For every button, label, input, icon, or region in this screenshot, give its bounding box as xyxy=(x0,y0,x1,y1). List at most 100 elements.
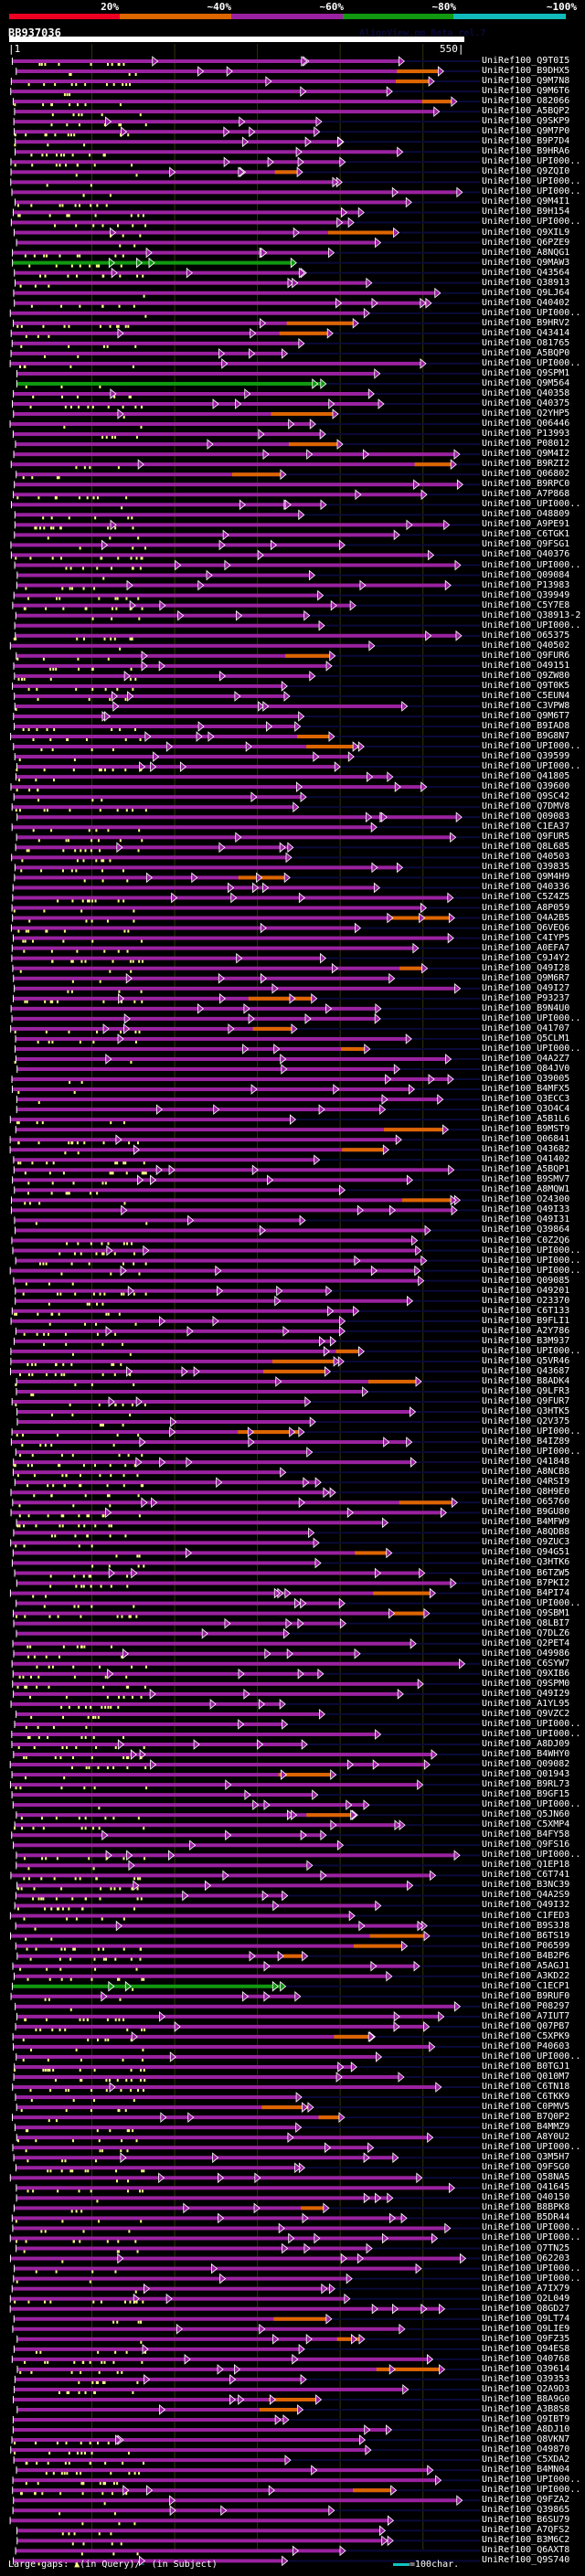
hit-label[interactable]: UniRef100_Q9LFR3 xyxy=(482,1385,570,1396)
hit-label[interactable]: UniRef100_B6TZW5 xyxy=(482,1567,570,1578)
hit-label[interactable]: UniRef100_B0TGJ1 xyxy=(482,2061,570,2072)
hit-label[interactable]: UniRef100_Q9XIL9 xyxy=(482,227,570,238)
hit-label[interactable]: UniRef100_Q39599 xyxy=(482,751,570,762)
hit-label[interactable]: UniRef100_Q39353 xyxy=(482,2373,570,2384)
hit-label[interactable]: UniRef100_Q8VKN7 xyxy=(482,2434,570,2445)
hit-label[interactable]: UniRef100_A8DJ09 xyxy=(482,1739,570,1749)
hit-label[interactable]: UniRef100_A5AGJ1 xyxy=(482,1960,570,1971)
hit-label[interactable]: UniRef100_UPI000.. xyxy=(482,2232,581,2243)
hit-label[interactable]: UniRef100_Q9M4I2 xyxy=(482,449,570,460)
hit-label[interactable]: UniRef100_B3M6C2 xyxy=(482,2535,570,2546)
hit-label[interactable]: UniRef100_Q3HTK5 xyxy=(482,1406,570,1417)
hit-label[interactable]: UniRef100_Q9M4I1 xyxy=(482,196,570,207)
hit-label[interactable]: UniRef100_Q9LT74 xyxy=(482,2313,570,2324)
hit-label[interactable]: UniRef100_B3M937 xyxy=(482,1335,570,1346)
hit-label[interactable]: UniRef100_O49151 xyxy=(482,660,570,671)
hit-label[interactable]: UniRef100_Q4A2B5 xyxy=(482,912,570,923)
hit-label[interactable]: UniRef100_Q40503 xyxy=(482,852,570,863)
hit-label[interactable]: UniRef100_Q4RSI9 xyxy=(482,1477,570,1488)
hit-label[interactable]: UniRef100_A0EFA7 xyxy=(482,942,570,953)
hit-label[interactable]: UniRef100_UPI000.. xyxy=(482,2475,581,2486)
hit-label[interactable]: UniRef100_P06599 xyxy=(482,1940,570,1951)
hit-label[interactable]: UniRef100_B8A9G0 xyxy=(482,2393,570,2404)
hit-label[interactable]: UniRef100_B9FLI1 xyxy=(482,1315,570,1326)
hit-label[interactable]: UniRef100_UPI000.. xyxy=(482,2263,581,2274)
hit-label[interactable]: UniRef100_B5DR44 xyxy=(482,2212,570,2223)
hit-label[interactable]: UniRef100_Q9SPM0 xyxy=(482,1678,570,1689)
hit-label[interactable]: UniRef100_Q9SPM1 xyxy=(482,367,570,378)
hit-label[interactable]: UniRef100_A8P059 xyxy=(482,902,570,913)
hit-label[interactable]: UniRef100_Q2V375 xyxy=(482,1416,570,1427)
hit-label[interactable]: UniRef100_Q4A2S9 xyxy=(482,1890,570,1901)
hit-label[interactable]: UniRef100_A5B1L6 xyxy=(482,1114,570,1125)
hit-label[interactable]: UniRef100_Q41402 xyxy=(482,1154,570,1165)
hit-label[interactable]: UniRef100_Q9ZUC3 xyxy=(482,1537,570,1548)
hit-label[interactable]: UniRef100_Q40150 xyxy=(482,2192,570,2203)
hit-label[interactable]: UniRef100_A8QDB8 xyxy=(482,1527,570,1538)
hit-label[interactable]: UniRef100_O23370 xyxy=(482,1295,570,1306)
hit-label[interactable]: UniRef100_Q9M7N8 xyxy=(482,76,570,87)
hit-label[interactable]: UniRef100_Q49I32 xyxy=(482,1900,570,1911)
hit-label[interactable]: UniRef100_C4IYP5 xyxy=(482,932,570,943)
hit-label[interactable]: UniRef100_A8MQW1 xyxy=(482,1184,570,1195)
hit-label[interactable]: UniRef100_B9GF15 xyxy=(482,1789,570,1800)
hit-label[interactable]: UniRef100_Q01943 xyxy=(482,1769,570,1780)
hit-label[interactable]: UniRef100_B9IAD8 xyxy=(482,720,570,731)
hit-label[interactable]: UniRef100_UPI000.. xyxy=(482,176,581,187)
hit-label[interactable]: UniRef100_O82066 xyxy=(482,96,570,107)
hit-label[interactable]: UniRef100_A8NQG1 xyxy=(482,247,570,258)
hit-label[interactable]: UniRef100_Q6AXT8 xyxy=(482,2545,570,2556)
hit-label[interactable]: UniRef100_B4B2P6 xyxy=(482,1950,570,1961)
hit-label[interactable]: UniRef100_B7PKI2 xyxy=(482,1577,570,1588)
hit-label[interactable]: UniRef100_C6TKK9 xyxy=(482,2092,570,2103)
hit-label[interactable]: UniRef100_B4FY58 xyxy=(482,1829,570,1840)
hit-label[interactable]: UniRef100_Q3O4C4 xyxy=(482,1104,570,1115)
hit-label[interactable]: UniRef100_Q6PZE9 xyxy=(482,237,570,248)
hit-label[interactable]: UniRef100_P13983 xyxy=(482,579,570,590)
hit-label[interactable]: UniRef100_C5XPK9 xyxy=(482,2030,570,2041)
hit-label[interactable]: UniRef100_Q49I31 xyxy=(482,1214,570,1225)
hit-label[interactable]: UniRef100_B7Q0P2 xyxy=(482,2112,570,2123)
hit-label[interactable]: UniRef100_C5XMP4 xyxy=(482,1819,570,1830)
hit-label[interactable]: UniRef100_O24300 xyxy=(482,1194,570,1205)
hit-label[interactable]: UniRef100_Q9FS16 xyxy=(482,1839,570,1850)
hit-label[interactable]: UniRef100_B4PI74 xyxy=(482,1587,570,1598)
hit-label[interactable]: UniRef100_B9RZI2 xyxy=(482,459,570,470)
hit-label[interactable]: UniRef100_Q2A9D3 xyxy=(482,2383,570,2394)
hit-label[interactable]: UniRef100_B4MMZ9 xyxy=(482,2122,570,2133)
hit-label[interactable]: UniRef100_Q58NA5 xyxy=(482,2172,570,2183)
hit-label[interactable]: UniRef100_Q39005 xyxy=(482,1074,570,1085)
hit-label[interactable]: UniRef100_C9J4Y2 xyxy=(482,952,570,963)
hit-label[interactable]: UniRef100_Q62203 xyxy=(482,2253,570,2263)
hit-label[interactable]: UniRef100_B9H154 xyxy=(482,207,570,217)
hit-label[interactable]: UniRef100_B6SU79 xyxy=(482,2515,570,2526)
hit-label[interactable]: UniRef100_O81765 xyxy=(482,337,570,348)
hit-label[interactable]: UniRef100_UPI000.. xyxy=(482,1850,581,1860)
hit-label[interactable]: UniRef100_Q39835 xyxy=(482,862,570,873)
hit-label[interactable]: UniRef100_A7QFS2 xyxy=(482,2525,570,2536)
hit-label[interactable]: UniRef100_B9RL73 xyxy=(482,1779,570,1790)
hit-label[interactable]: UniRef100_Q9T0I5 xyxy=(482,56,570,66)
hit-label[interactable]: UniRef100_Q09085 xyxy=(482,1275,570,1286)
hit-label[interactable]: UniRef100_Q9T0K5 xyxy=(482,680,570,691)
hit-label[interactable]: UniRef100_C6TGK1 xyxy=(482,529,570,540)
hit-label[interactable]: UniRef100_UPI000.. xyxy=(482,1345,581,1356)
hit-label[interactable]: UniRef100_Q94G51 xyxy=(482,1547,570,1558)
hit-label[interactable]: UniRef100_Q06446 xyxy=(482,419,570,429)
hit-label[interactable]: UniRef100_Q49I28 xyxy=(482,962,570,973)
hit-label[interactable]: UniRef100_B9G8N7 xyxy=(482,731,570,741)
hit-label[interactable]: UniRef100_Q9M7P0 xyxy=(482,126,570,137)
hit-label[interactable]: UniRef100_UPI000.. xyxy=(482,1012,581,1023)
hit-label[interactable]: UniRef100_P08297 xyxy=(482,2000,570,2011)
hit-label[interactable]: UniRef100_A7IUT7 xyxy=(482,2010,570,2021)
hit-label[interactable]: UniRef100_C1FED3 xyxy=(482,1910,570,1921)
hit-label[interactable]: UniRef100_A2Y786 xyxy=(482,1325,570,1336)
hit-label[interactable]: UniRef100_Q94ES8 xyxy=(482,2343,570,2354)
hit-label[interactable]: UniRef100_B9P7D4 xyxy=(482,136,570,147)
hit-label[interactable]: UniRef100_C5Z4Z5 xyxy=(482,892,570,903)
hit-label[interactable]: UniRef100_Q9M6T6 xyxy=(482,86,570,97)
hit-label[interactable]: UniRef100_C1EA37 xyxy=(482,822,570,832)
hit-label[interactable]: UniRef100_Q9MAW3 xyxy=(482,257,570,268)
hit-label[interactable]: UniRef100_Q9FUR6 xyxy=(482,650,570,661)
hit-label[interactable]: UniRef100_Q9FUR7 xyxy=(482,1395,570,1406)
